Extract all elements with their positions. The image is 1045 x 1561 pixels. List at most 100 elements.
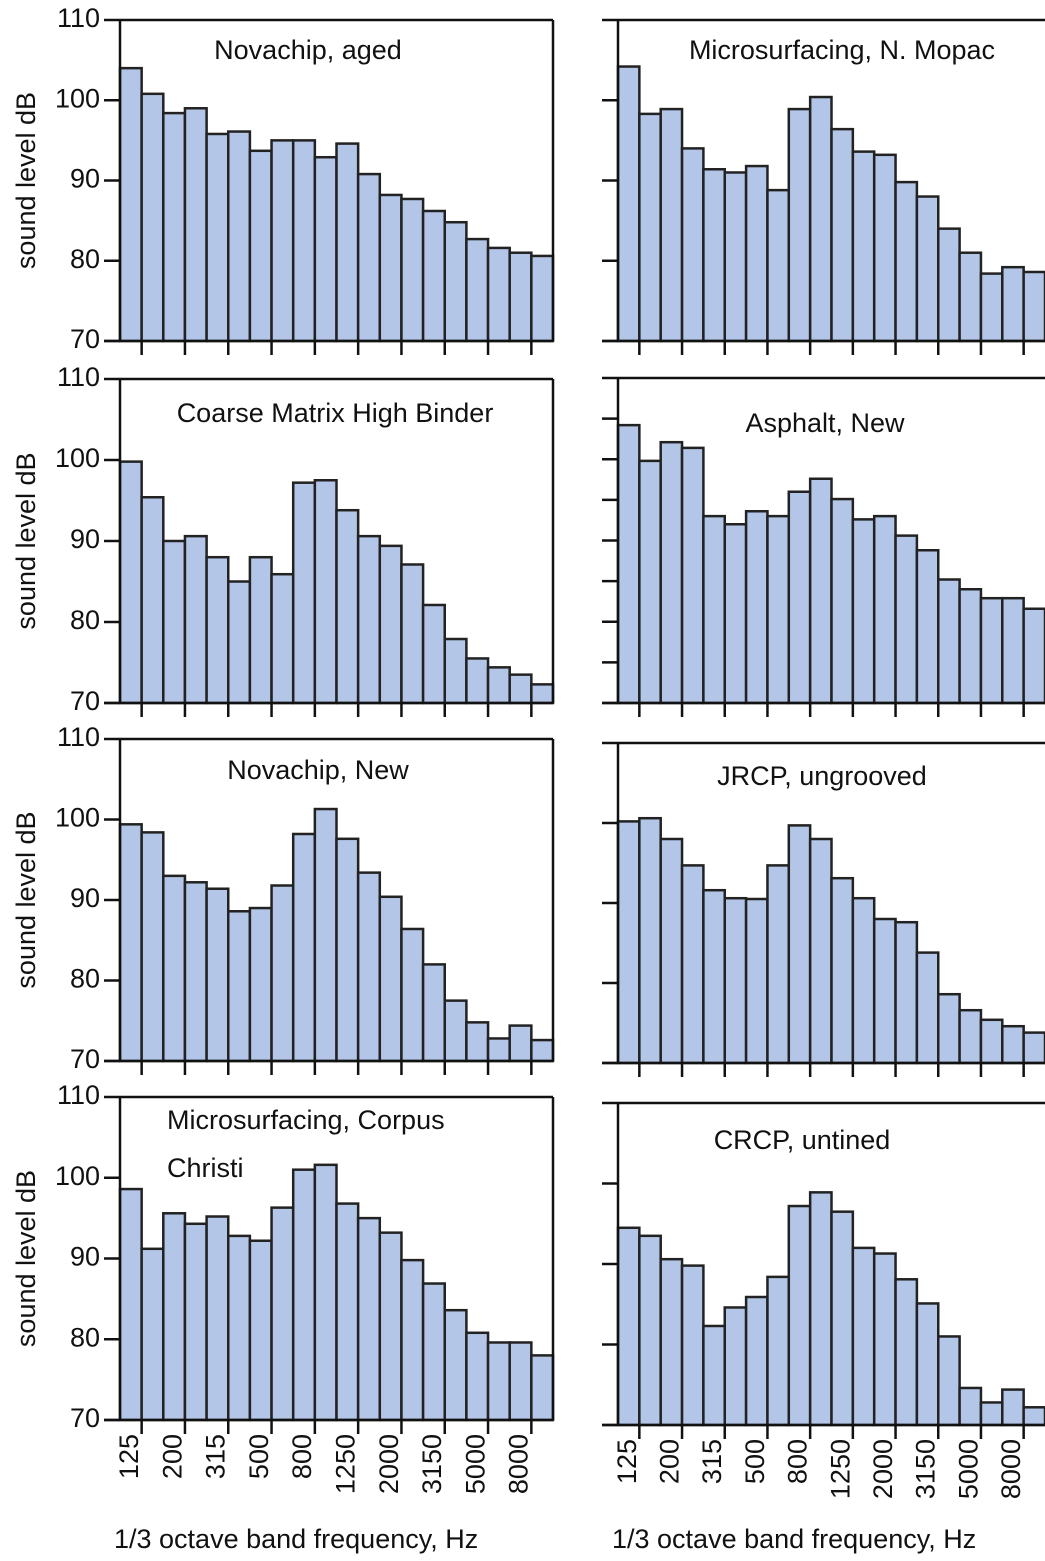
bar [205, 132, 230, 343]
bar [659, 1257, 684, 1427]
bar [270, 572, 295, 705]
bar [1001, 1388, 1025, 1427]
bar [894, 1278, 919, 1427]
bar [118, 460, 143, 705]
bar [356, 172, 382, 343]
x-tick-label: 125 [612, 1439, 642, 1484]
bar [465, 1021, 490, 1063]
bar [205, 1215, 230, 1422]
bar [702, 1324, 727, 1427]
x-tick-label: 3150 [911, 1439, 941, 1499]
chart-title: CRCP, untined [714, 1125, 891, 1155]
bar [659, 440, 684, 705]
bar [118, 823, 143, 1063]
bar [443, 999, 468, 1063]
bar [486, 1341, 511, 1422]
bar [830, 876, 855, 1065]
y-tick-label: 80 [70, 244, 100, 274]
bar [421, 1282, 447, 1422]
bar [248, 906, 273, 1063]
bar [205, 555, 230, 705]
bar [1022, 607, 1045, 705]
x-tick-label: 3150 [417, 1434, 447, 1494]
y-axis-label: sound level dB [11, 452, 41, 629]
bar [227, 580, 252, 705]
bar [659, 107, 684, 343]
bar [680, 446, 705, 705]
bar [958, 1386, 983, 1427]
y-tick-label: 100 [55, 83, 100, 113]
x-tick-label: 315 [201, 1434, 231, 1479]
bar [291, 139, 317, 343]
bar [162, 1212, 187, 1422]
bar [979, 272, 1004, 343]
bar [227, 1234, 252, 1422]
bar [270, 884, 295, 1063]
chart-title: Microsurfacing, N. Mopac [689, 35, 995, 65]
bar [702, 168, 727, 343]
bar [465, 1331, 490, 1422]
x-tick-label: 5000 [953, 1439, 983, 1499]
chart-title: Novachip, New [227, 755, 409, 785]
y-tick-label: 90 [70, 883, 100, 913]
bar [378, 1231, 403, 1422]
bar [723, 523, 748, 705]
bar [508, 1024, 533, 1063]
x-tick-label: 2000 [868, 1439, 898, 1499]
chart-title: Asphalt, New [745, 408, 905, 438]
bar [958, 1008, 983, 1065]
bar [530, 683, 555, 705]
bar [183, 107, 208, 343]
bar [140, 496, 165, 705]
bar [183, 534, 208, 705]
x-tick-label: 5000 [460, 1434, 490, 1494]
bar [1022, 270, 1045, 343]
bar [766, 864, 791, 1065]
x-tick-label: 200 [157, 1434, 187, 1479]
bar [248, 555, 273, 705]
bar [400, 1258, 425, 1422]
bar [421, 209, 447, 343]
x-tick-label: 800 [783, 1439, 813, 1484]
bar [443, 1308, 468, 1422]
bar [291, 832, 317, 1063]
x-tick-label: 1250 [825, 1439, 855, 1499]
bar [378, 544, 403, 705]
y-tick-label: 90 [70, 1242, 100, 1272]
bar [183, 881, 208, 1063]
bar [830, 1210, 855, 1427]
bar [465, 237, 490, 343]
bar [270, 1206, 295, 1422]
bar [248, 1239, 273, 1422]
y-tick-label: 70 [70, 686, 100, 716]
bar [680, 1264, 705, 1427]
bar [118, 1187, 143, 1422]
bar [638, 459, 662, 705]
bar [680, 147, 705, 343]
bar [335, 1202, 360, 1422]
bar [723, 1306, 748, 1427]
bar [1001, 596, 1025, 705]
bar [979, 596, 1004, 705]
bar [937, 992, 961, 1065]
bar [851, 896, 876, 1065]
y-axis-label: sound level dB [11, 92, 41, 269]
x-tick-label: 800 [287, 1434, 317, 1479]
bar [291, 1168, 317, 1422]
y-tick-label: 90 [70, 164, 100, 194]
bar [140, 1247, 165, 1422]
bar [421, 603, 447, 705]
x-tick-label: 125 [114, 1434, 144, 1479]
bar [638, 816, 662, 1065]
bar [291, 481, 317, 705]
chart-title: Microsurfacing, Corpus [167, 1105, 445, 1135]
x-tick-label: 200 [655, 1439, 685, 1484]
bar [958, 588, 983, 705]
y-tick-label: 80 [70, 605, 100, 635]
bar [979, 1018, 1004, 1065]
chart-title: Christi [167, 1153, 244, 1183]
bar [915, 549, 940, 705]
chart-title: JRCP, ungrooved [717, 761, 927, 791]
bar [335, 142, 360, 343]
